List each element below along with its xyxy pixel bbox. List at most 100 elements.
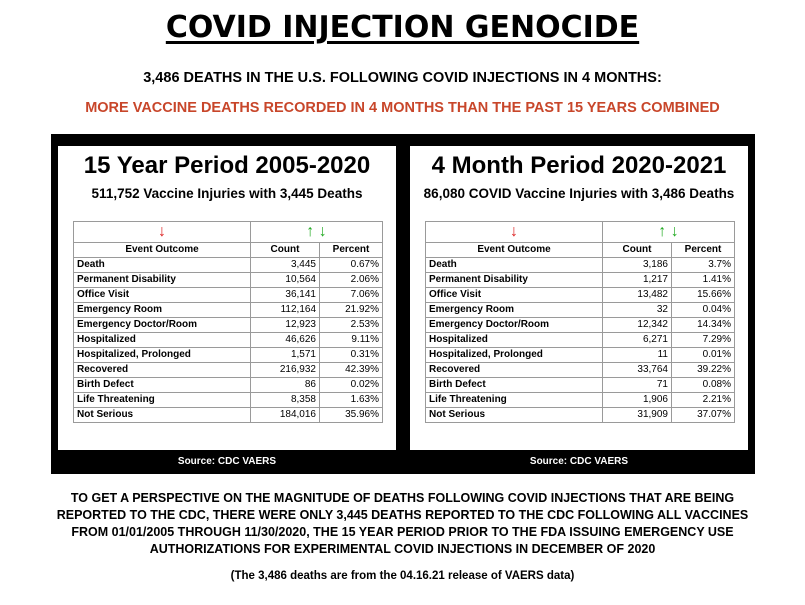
- percent-cell: 15.66%: [671, 287, 735, 303]
- percent-cell: 1.41%: [671, 272, 735, 288]
- headline-subtitle-red: MORE VACCINE DEATHS RECORDED IN 4 MONTHS…: [85, 100, 720, 116]
- table-row: Hospitalized, Prolonged 11 0.01%: [425, 347, 735, 363]
- event-cell: Birth Defect: [73, 377, 251, 393]
- count-cell: 6,271: [602, 332, 672, 348]
- table-row: Hospitalized 46,626 9.11%: [73, 332, 383, 348]
- percent-cell: 3.7%: [671, 257, 735, 273]
- table-row: Life Threatening 1,906 2.21%: [425, 392, 735, 408]
- event-cell: Not Serious: [425, 407, 603, 423]
- event-cell: Hospitalized: [425, 332, 603, 348]
- count-cell: 184,016: [250, 407, 320, 423]
- percent-cell: 0.04%: [671, 302, 735, 318]
- header-event: Event Outcome: [73, 242, 251, 258]
- count-cell: 12,923: [250, 317, 320, 333]
- table-row: Birth Defect 86 0.02%: [73, 377, 383, 393]
- table-row: Emergency Room 32 0.04%: [425, 302, 735, 318]
- arrow-up-green-icon: ↑: [658, 223, 667, 240]
- count-cell: 11: [602, 347, 672, 363]
- percent-cell: 42.39%: [319, 362, 383, 378]
- table-row: Not Serious 31,909 37.07%: [425, 407, 735, 423]
- percent-cell: 0.08%: [671, 377, 735, 393]
- vaers-table: ↓ ↑ ↓ Event Outcome Count Percent Death 3,445 0…: [73, 221, 383, 423]
- event-cell: Office Visit: [425, 287, 603, 303]
- event-cell: Birth Defect: [425, 377, 603, 393]
- table-row: Emergency Doctor/Room 12,342 14.34%: [425, 317, 735, 333]
- arrow-down-green-icon: ↓: [670, 223, 679, 240]
- event-cell: Not Serious: [73, 407, 251, 423]
- event-cell: Death: [425, 257, 603, 273]
- count-cell: 1,217: [602, 272, 672, 288]
- table-row: Office Visit 36,141 7.06%: [73, 287, 383, 303]
- percent-cell: 1.63%: [319, 392, 383, 408]
- count-cell: 32: [602, 302, 672, 318]
- event-cell: Permanent Disability: [425, 272, 603, 288]
- event-cell: Emergency Room: [73, 302, 251, 318]
- event-cell: Hospitalized: [73, 332, 251, 348]
- event-cell: Life Threatening: [73, 392, 251, 408]
- event-cell: Office Visit: [73, 287, 251, 303]
- table-row: Not Serious 184,016 35.96%: [73, 407, 383, 423]
- percent-cell: 21.92%: [319, 302, 383, 318]
- page-title: COVID INJECTION GENOCIDE: [165, 10, 640, 45]
- event-cell: Death: [73, 257, 251, 273]
- count-cell: 1,906: [602, 392, 672, 408]
- arrow-cell: ↓: [73, 221, 251, 243]
- panel-title: 4 Month Period 2020-2021: [431, 152, 727, 179]
- percent-cell: 2.53%: [319, 317, 383, 333]
- event-cell: Hospitalized, Prolonged: [425, 347, 603, 363]
- header-count: Count: [602, 242, 672, 258]
- panel-4-month: 4 Month Period 2020-2021 86,080 COVID Va…: [410, 146, 748, 450]
- count-cell: 10,564: [250, 272, 320, 288]
- arrow-cell: ↑ ↓: [250, 221, 383, 243]
- vaers-table: ↓ ↑ ↓ Event Outcome Count Percent Death 3,186 3…: [425, 221, 735, 423]
- count-cell: 1,571: [250, 347, 320, 363]
- count-cell: 3,445: [250, 257, 320, 273]
- event-cell: Hospitalized, Prolonged: [73, 347, 251, 363]
- table-header-row: Event Outcome Count Percent: [425, 242, 735, 258]
- count-cell: 112,164: [250, 302, 320, 318]
- headline-subtitle: 3,486 DEATHS IN THE U.S. FOLLOWING COVID…: [143, 70, 662, 86]
- source-label: Source: CDC VAERS: [529, 456, 629, 467]
- count-cell: 33,764: [602, 362, 672, 378]
- count-cell: 36,141: [250, 287, 320, 303]
- table-row: Permanent Disability 1,217 1.41%: [425, 272, 735, 288]
- panel-subtitle: 511,752 Vaccine Injuries with 3,445 Deat…: [91, 186, 363, 201]
- comparison-frame: 15 Year Period 2005-2020 511,752 Vaccine…: [51, 134, 755, 474]
- header-event: Event Outcome: [425, 242, 603, 258]
- percent-cell: 9.11%: [319, 332, 383, 348]
- table-row: Death 3,445 0.67%: [73, 257, 383, 273]
- arrow-down-green-icon: ↓: [318, 223, 327, 240]
- table-row: Birth Defect 71 0.08%: [425, 377, 735, 393]
- arrow-up-green-icon: ↑: [306, 223, 315, 240]
- source-label: Source: CDC VAERS: [177, 456, 277, 467]
- arrow-cell: ↓: [425, 221, 603, 243]
- count-cell: 216,932: [250, 362, 320, 378]
- arrow-cell: ↑ ↓: [602, 221, 735, 243]
- arrow-row: ↓ ↑ ↓: [425, 221, 735, 243]
- table-row: Hospitalized 6,271 7.29%: [425, 332, 735, 348]
- event-cell: Emergency Room: [425, 302, 603, 318]
- header-count: Count: [250, 242, 320, 258]
- event-cell: Emergency Doctor/Room: [73, 317, 251, 333]
- count-cell: 31,909: [602, 407, 672, 423]
- count-cell: 8,358: [250, 392, 320, 408]
- percent-cell: 2.06%: [319, 272, 383, 288]
- percent-cell: 0.31%: [319, 347, 383, 363]
- event-cell: Permanent Disability: [73, 272, 251, 288]
- count-cell: 71: [602, 377, 672, 393]
- percent-cell: 7.29%: [671, 332, 735, 348]
- percent-cell: 0.01%: [671, 347, 735, 363]
- event-cell: Recovered: [73, 362, 251, 378]
- perspective-note: TO GET A PERSPECTIVE ON THE MAGNITUDE OF…: [56, 491, 749, 556]
- percent-cell: 0.67%: [319, 257, 383, 273]
- table-row: Emergency Room 112,164 21.92%: [73, 302, 383, 318]
- percent-cell: 37.07%: [671, 407, 735, 423]
- percent-cell: 7.06%: [319, 287, 383, 303]
- percent-cell: 39.22%: [671, 362, 735, 378]
- arrow-row: ↓ ↑ ↓: [73, 221, 383, 243]
- count-cell: 12,342: [602, 317, 672, 333]
- table-row: Hospitalized, Prolonged 1,571 0.31%: [73, 347, 383, 363]
- arrow-down-red-icon: ↓: [510, 223, 518, 240]
- arrow-down-red-icon: ↓: [158, 223, 166, 240]
- table-row: Office Visit 13,482 15.66%: [425, 287, 735, 303]
